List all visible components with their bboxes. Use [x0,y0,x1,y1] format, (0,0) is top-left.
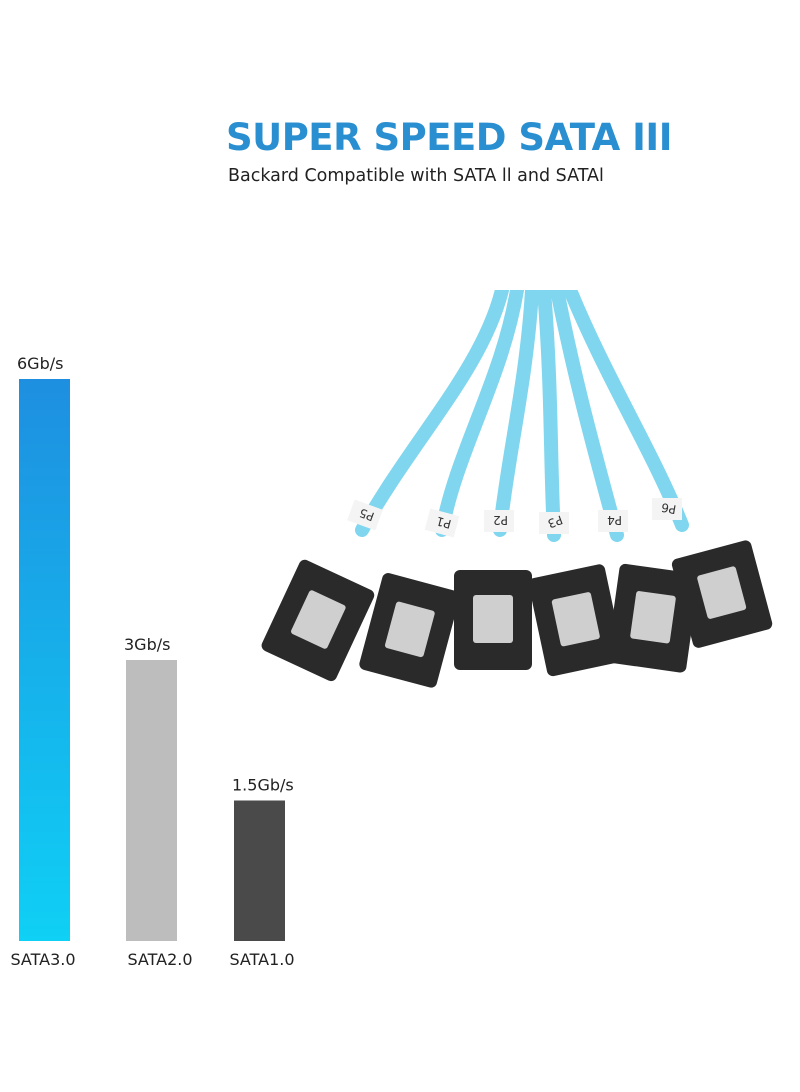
sata-cable-photo: P5 P1 P2 P3 P4 P6 [261,290,773,688]
bar-value-label: 6Gb/s [17,354,63,373]
bar-sata2-0 [126,660,177,941]
bar-value-label: 3Gb/s [124,635,170,654]
port-tag [424,508,460,538]
port-tag [484,510,514,532]
port-tag-label: P3 [546,512,565,530]
category-label: SATA2.0 [127,950,192,969]
sata-connectors [261,540,773,688]
port-tag-label: P6 [660,500,677,516]
port-tag-label: P2 [493,513,508,527]
connector [359,573,460,688]
port-tag-label: P1 [435,514,453,531]
port-tag-label: P5 [357,505,376,523]
category-label: SATA1.0 [229,950,294,969]
port-tags: P5 P1 P2 P3 P4 P6 [347,498,682,538]
category-label: SATA3.0 [10,950,75,969]
page-title: SUPER SPEED SATA III [226,116,672,159]
port-tag [598,510,628,532]
connector [528,564,624,677]
page-subtitle: Backard Compatible with SATA ll and SATA… [228,166,604,186]
bar-group: 6Gb/s SATA3.0 3Gb/s SATA2.0 1.5Gb/s SATA1.0 [10,354,294,969]
cable-wires [355,290,689,542]
port-tag-label: P4 [607,513,622,527]
bar-sata1-0 [234,800,285,941]
bar-sata3-0 [19,379,70,941]
port-tag [652,498,682,520]
connector [671,540,773,648]
port-tag [539,512,569,534]
port-tag [347,499,383,531]
connector [261,559,375,682]
connector [454,570,532,670]
bar-value-label: 1.5Gb/s [232,776,294,795]
connector [607,563,699,673]
